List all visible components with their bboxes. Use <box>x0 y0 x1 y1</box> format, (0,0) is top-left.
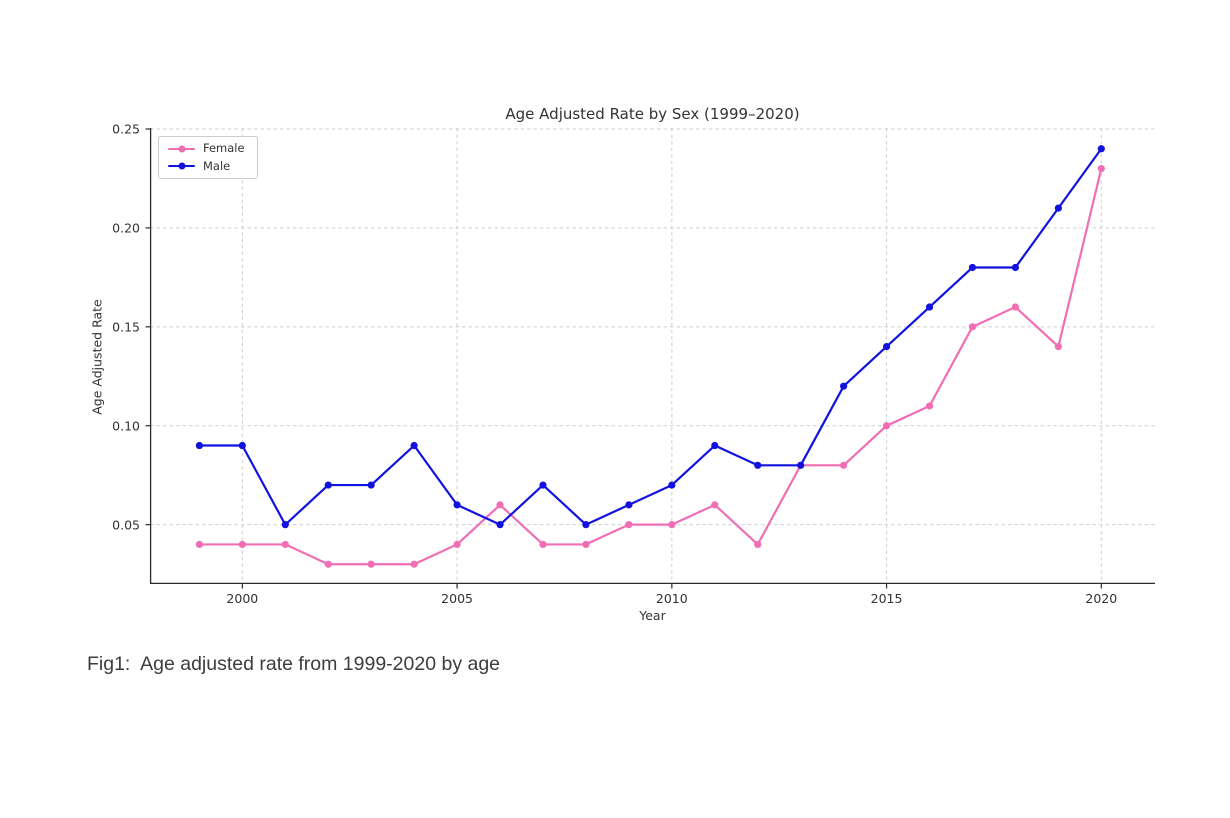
y-tick-label: 0.10 <box>112 418 140 434</box>
male-data-point <box>367 481 375 489</box>
male-data-point <box>238 441 246 450</box>
male-data-point <box>582 521 590 529</box>
male-data-point <box>1011 263 1020 272</box>
male-data-point <box>195 441 203 450</box>
plot-area <box>145 128 1155 589</box>
male-data-point <box>324 481 332 489</box>
series-male <box>195 145 1105 529</box>
male-data-point <box>668 481 676 489</box>
x-tick-label: 2020 <box>1085 591 1118 606</box>
female-data-point <box>754 540 762 549</box>
grid-lines <box>150 128 1155 584</box>
male-data-point <box>281 521 289 529</box>
x-tick-label: 2010 <box>655 591 688 606</box>
male-data-point <box>453 501 461 509</box>
male-marker-icon <box>178 162 185 170</box>
female-marker-icon <box>178 145 185 153</box>
male-data-point <box>410 441 418 450</box>
female-data-point <box>1011 303 1020 311</box>
y-tick-label: 0.20 <box>112 220 140 236</box>
legend-label-male: Male <box>203 158 231 173</box>
female-data-point <box>882 422 891 430</box>
legend-item-female: Female <box>168 141 245 155</box>
male-data-point <box>496 521 504 529</box>
female-data-point <box>925 402 934 410</box>
figure-caption: Fig1: Age adjusted rate from 1999-2020 b… <box>87 653 501 675</box>
chart-title: Age Adjusted Rate by Sex (1999–2020) <box>505 105 800 123</box>
series-female <box>195 164 1105 568</box>
female-data-point <box>453 540 461 549</box>
male-data-point <box>968 263 977 272</box>
male-data-point <box>925 303 934 311</box>
female-data-point <box>496 501 504 509</box>
female-data-point <box>1097 164 1105 173</box>
female-data-point <box>324 560 332 568</box>
female-data-point <box>625 521 633 529</box>
y-tick-label: 0.15 <box>112 319 140 335</box>
female-data-point <box>367 560 375 568</box>
female-data-point <box>668 521 676 529</box>
x-tick-label: 2000 <box>226 591 259 606</box>
male-line-swatch <box>168 162 195 170</box>
male-data-point <box>1097 145 1105 153</box>
female-line-swatch <box>168 145 195 153</box>
female-data-point <box>195 540 203 549</box>
female-data-point <box>410 560 418 568</box>
legend-item-male: Male <box>168 158 245 173</box>
axes-spines <box>145 128 1155 589</box>
x-axis-label: Year <box>639 608 666 623</box>
male-data-point <box>797 461 805 469</box>
female-data-point <box>1054 343 1062 351</box>
female-data-point <box>711 501 719 509</box>
female-data-point <box>968 323 977 331</box>
legend-label-female: Female <box>203 141 245 155</box>
male-data-point <box>711 441 719 450</box>
male-data-point <box>754 461 762 469</box>
y-tick-label: 0.25 <box>112 121 140 137</box>
male-data-point <box>539 481 547 489</box>
female-data-point <box>281 540 289 549</box>
male-data-point <box>625 501 633 509</box>
y-tick-label: 0.05 <box>112 517 140 533</box>
female-data-point <box>238 540 246 549</box>
female-data-point <box>840 461 848 469</box>
female-data-point <box>582 540 590 549</box>
female-data-point <box>539 540 547 549</box>
male-data-point <box>882 343 891 351</box>
x-tick-label: 2005 <box>441 591 473 606</box>
male-data-point <box>840 382 848 390</box>
male-data-point <box>1054 204 1062 212</box>
x-tick-label: 2015 <box>870 591 903 606</box>
y-axis-label: Age Adjusted Rate <box>89 299 105 415</box>
legend: Female Male <box>158 136 258 179</box>
